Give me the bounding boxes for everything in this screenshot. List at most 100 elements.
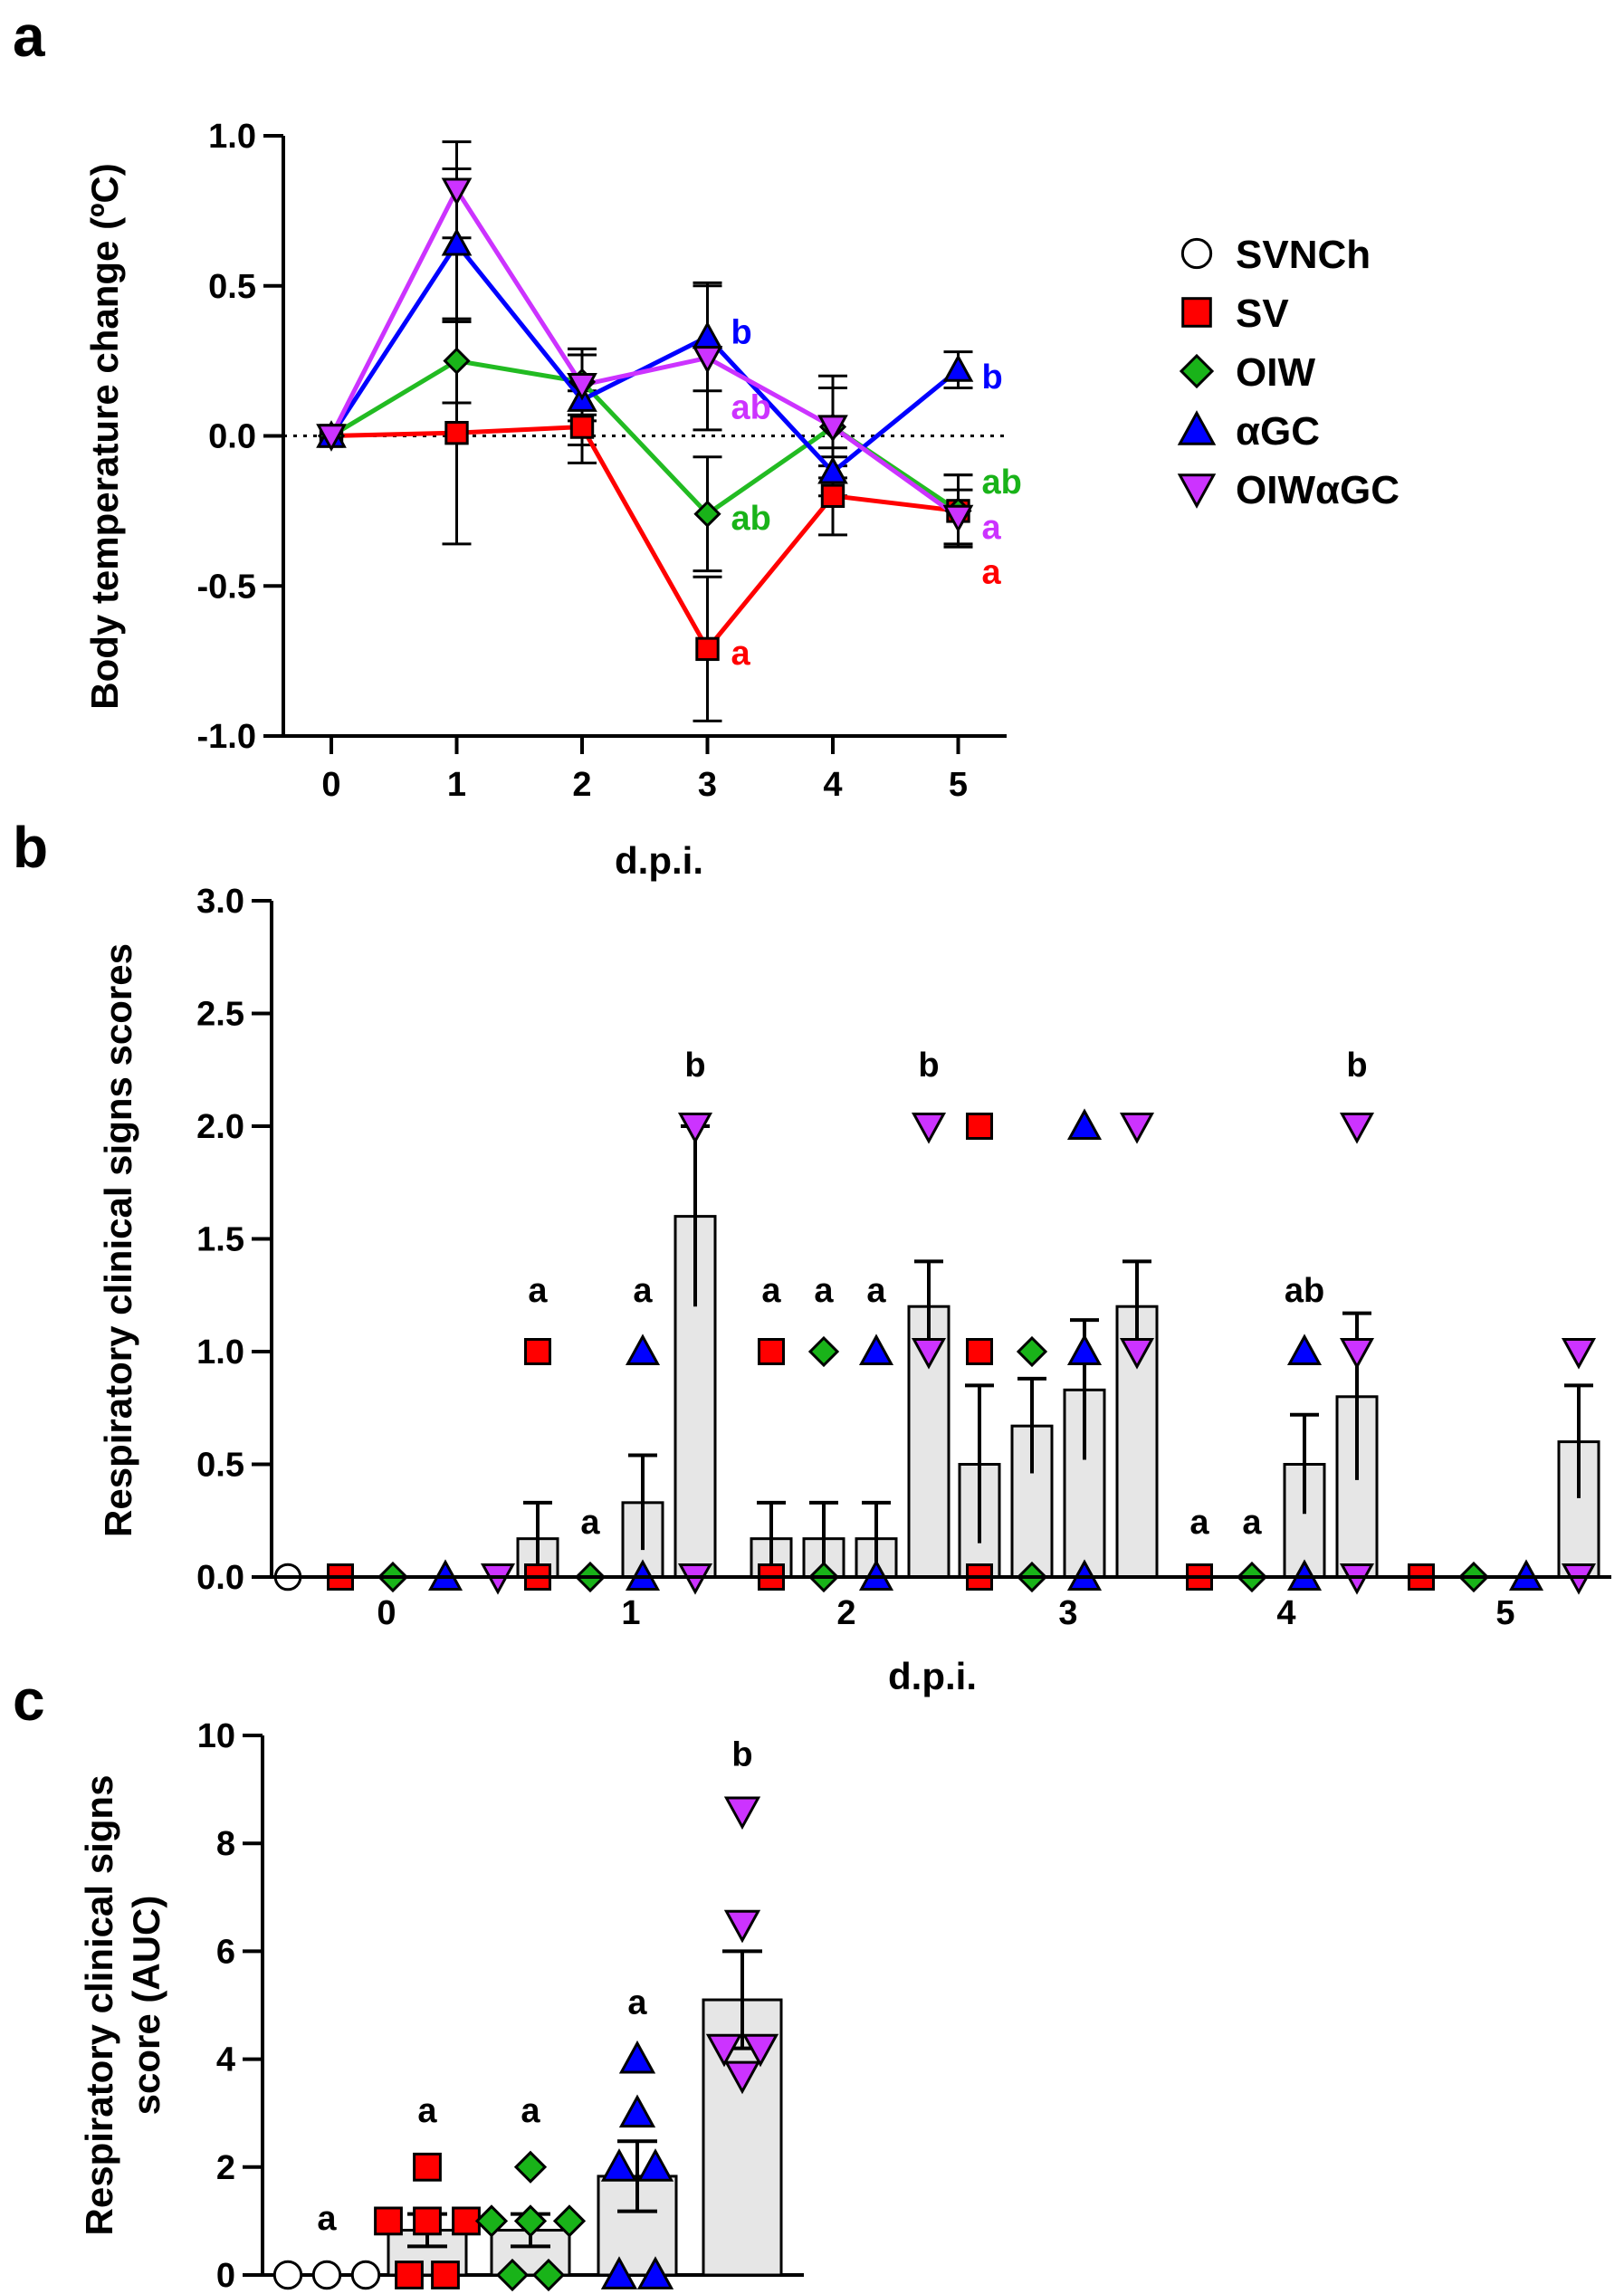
- data-point-OIW: [474, 2204, 509, 2238]
- x-tick-label: 2: [572, 766, 591, 804]
- y-tick-label: 0.5: [208, 268, 256, 306]
- data-point-SV: [524, 1338, 551, 1365]
- data-point-OIWαGC: [567, 372, 597, 401]
- data-point-αGC: [441, 227, 473, 256]
- data-point-OIW: [552, 2204, 587, 2238]
- significance-label: b: [731, 313, 752, 351]
- data-point-OIWαGC: [316, 424, 347, 452]
- data-point-OIW: [693, 500, 721, 528]
- data-point-SV: [820, 483, 845, 508]
- data-point-OIWαGC: [1339, 1338, 1375, 1370]
- series-line-OIWαGC: [329, 185, 960, 520]
- y-tick-label: 0.0: [208, 418, 256, 456]
- data-point-OIWαGC: [741, 2033, 779, 2068]
- significance-label: ab: [731, 500, 771, 538]
- data-point-OIWαGC: [911, 1338, 947, 1370]
- data-point-SV: [413, 2152, 442, 2182]
- significance-label: a: [982, 554, 1002, 592]
- legend-label-OIWαGC: OIWαGC: [1236, 468, 1400, 512]
- data-point-OIW: [1016, 1335, 1048, 1368]
- y-tick-label: -0.5: [197, 568, 256, 606]
- data-point-αGC: [942, 354, 974, 382]
- data-point-SVNCh: [350, 2260, 381, 2290]
- data-point-OIWαGC: [723, 1909, 761, 1944]
- data-point-SV: [966, 1338, 993, 1365]
- data-point-SV: [569, 415, 595, 439]
- y-axis-label: Body temperature change (ºC): [83, 163, 126, 709]
- x-tick-label: 3: [1058, 1594, 1077, 1632]
- series-line-αGC: [329, 240, 960, 475]
- data-point-SVNCh: [311, 2260, 342, 2290]
- data-point-OIW: [531, 2258, 566, 2292]
- y-tick-label: 0: [216, 2257, 235, 2294]
- significance-label: a: [982, 509, 1002, 547]
- legend-label-OIW: OIW: [1236, 350, 1315, 395]
- data-point-OIWαGC: [723, 1796, 761, 1830]
- significance-label: a: [814, 1272, 834, 1310]
- significance-label: a: [317, 2200, 337, 2238]
- data-point-SV: [374, 2206, 403, 2236]
- data-point-OIW: [513, 2150, 548, 2184]
- panel-c-auc-chart: c 0 2 4 6 8 10 a a a a b Respiratory clinical signs s…: [13, 1668, 804, 2294]
- data-point-αGC: [1286, 1333, 1323, 1365]
- data-point-αGC: [636, 2148, 674, 2182]
- y-tick-label: 2: [216, 2149, 235, 2187]
- significance-label: ab: [1285, 1272, 1324, 1310]
- y-tick-label: 0.0: [196, 1559, 244, 1597]
- x-tick-label: 4: [1276, 1594, 1295, 1632]
- y-tick-label: 6: [216, 1933, 235, 1971]
- significance-label: a: [731, 635, 751, 673]
- data-point-OIWαGC: [705, 2033, 743, 2068]
- panel-a-body-temperature-chart: a 1.0 0.5 0.0 -0.5 -1.0 0 1 2 3 4 5 d.p.i. Body tempe…: [13, 4, 1400, 882]
- series-line-OIW: [330, 358, 960, 517]
- x-tick-label: 1: [621, 1594, 640, 1632]
- significance-label: a: [627, 1984, 647, 2022]
- x-tick-label: 5: [949, 766, 968, 804]
- y-axis-label: Respiratory clinical signs score (AUC): [78, 1775, 167, 2236]
- panel-label-b: b: [13, 815, 48, 880]
- data-point-αGC: [600, 2256, 638, 2289]
- y-tick-label: 8: [216, 1825, 235, 1863]
- panel-label-c: c: [13, 1668, 45, 1733]
- data-point-αGC: [1066, 1333, 1103, 1365]
- data-point-SV: [431, 2261, 460, 2289]
- data-point-αGC: [817, 455, 848, 484]
- data-point-αGC: [692, 320, 723, 349]
- y-axis-label-line2: score (AUC): [125, 1896, 167, 2116]
- data-point-αGC: [600, 2148, 638, 2182]
- data-point-OIWαGC: [1119, 1113, 1155, 1144]
- legend-marker-OIW: [1179, 353, 1215, 389]
- data-point-OIW: [513, 2204, 548, 2238]
- y-tick-label: 10: [197, 1717, 235, 1755]
- x-tick-label: 2: [836, 1594, 855, 1632]
- data-point-αGC: [1066, 1108, 1103, 1140]
- significance-label: ab: [731, 388, 771, 426]
- significance-label: a: [528, 1272, 548, 1310]
- significance-label: a: [417, 2092, 437, 2130]
- y-tick-label: 1.0: [196, 1333, 244, 1372]
- data-point-OIWαGC: [1339, 1113, 1375, 1144]
- data-point-SV: [758, 1338, 785, 1365]
- significance-label: b: [731, 1735, 752, 1773]
- data-point-OIWαGC: [942, 504, 974, 533]
- y-tick-label: 2.0: [196, 1108, 244, 1146]
- data-point-OIW: [807, 1335, 840, 1368]
- y-tick-label: 1.0: [208, 118, 256, 156]
- legend-marker-αGC: [1177, 410, 1217, 445]
- data-point-OIWαGC: [441, 177, 473, 206]
- data-point-αGC: [636, 2256, 674, 2289]
- data-point-OIWαGC: [1561, 1338, 1597, 1370]
- data-point-OIWαGC: [1119, 1338, 1155, 1370]
- legend-label-αGC: αGC: [1236, 409, 1320, 454]
- data-point-αGC: [858, 1333, 894, 1365]
- x-tick-label: 0: [321, 766, 340, 804]
- significance-label: a: [521, 2092, 540, 2130]
- legend-marker-SVNCh: [1180, 237, 1213, 270]
- data-point-SV: [452, 2206, 481, 2236]
- x-tick-label: 0: [377, 1594, 396, 1632]
- legend-label-SVNCh: SVNCh: [1236, 233, 1371, 277]
- x-axis-label: d.p.i.: [615, 839, 703, 882]
- data-point-OIWαGC: [723, 2060, 761, 2095]
- significance-label: b: [918, 1047, 939, 1085]
- y-axis-label: Respiratory clinical signs scores: [97, 943, 139, 1537]
